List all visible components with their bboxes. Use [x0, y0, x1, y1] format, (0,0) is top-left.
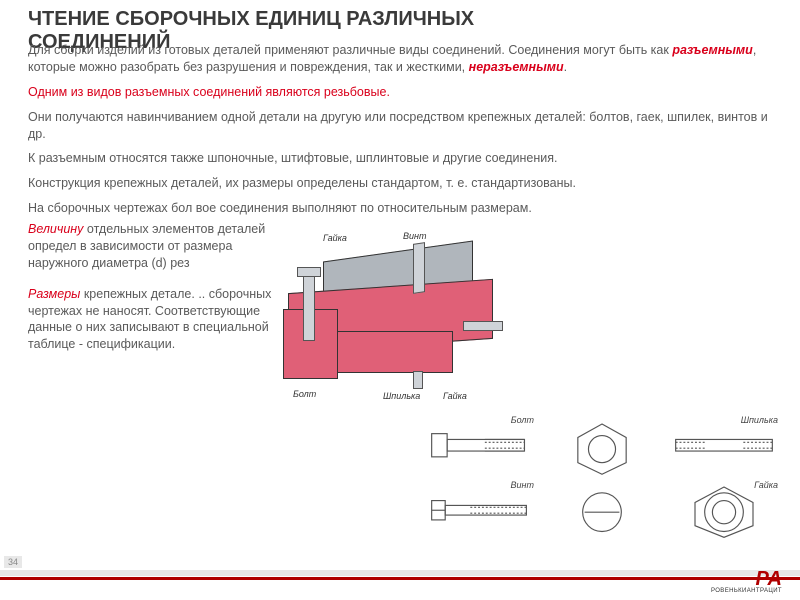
- mid-row: Величину отдельных элементов деталей опр…: [28, 221, 780, 359]
- paragraph-1: Для сборки изделий из готовых деталей пр…: [28, 42, 780, 76]
- term-size: Величину: [28, 222, 83, 236]
- label-bolt: Болт: [293, 389, 316, 399]
- label-gaika-bot: Гайка: [443, 391, 467, 401]
- row-wrap-text: На сборочных чертежах бол вое соединения…: [28, 200, 780, 217]
- assembly-figure: Гайка Винт Болт Шпилька Гайка: [283, 221, 513, 359]
- ref-hex-axial: [544, 415, 660, 476]
- ref-gaika: Гайка: [666, 480, 782, 541]
- label-gaika-top: Гайка: [323, 233, 347, 243]
- logo: РА РОВЕНЬКИАНТРАЦИТ: [711, 570, 782, 594]
- slide-content: ЧТЕНИЕ СБОРОЧНЫХ ЕДИНИЦ РАЗЛИЧНЫХ СОЕДИН…: [0, 0, 800, 359]
- term-dimensions: Размеры: [28, 287, 80, 301]
- label-shpilka: Шпилька: [383, 391, 420, 401]
- paragraph-2: Одним из видов разъемных соединений явля…: [28, 84, 780, 101]
- ref-bolt: Болт: [422, 415, 538, 476]
- right-text-column: [523, 221, 780, 359]
- paragraph-4: К разъемным относятся также шпоночные, ш…: [28, 150, 780, 167]
- page-number: 34: [4, 556, 22, 568]
- term-detachable: разъемными: [672, 43, 753, 57]
- ref-shpilka: Шпилька: [666, 415, 782, 476]
- left-text-column: Величину отдельных элементов деталей опр…: [28, 221, 273, 359]
- paragraph-3: Они получаются навинчиванием одной детал…: [28, 109, 780, 143]
- ref-vint: Винт: [422, 480, 538, 541]
- ref-slot-axial: [544, 480, 660, 541]
- term-permanent: неразъемными: [469, 60, 564, 74]
- footer: 34 РА РОВЕНЬКИАНТРАЦИТ: [0, 564, 800, 600]
- paragraph-5: Конструкция крепежных деталей, их размер…: [28, 175, 780, 192]
- label-vint: Винт: [403, 231, 426, 241]
- reference-drawings: Болт Шпилька Винт Гайка: [422, 415, 782, 540]
